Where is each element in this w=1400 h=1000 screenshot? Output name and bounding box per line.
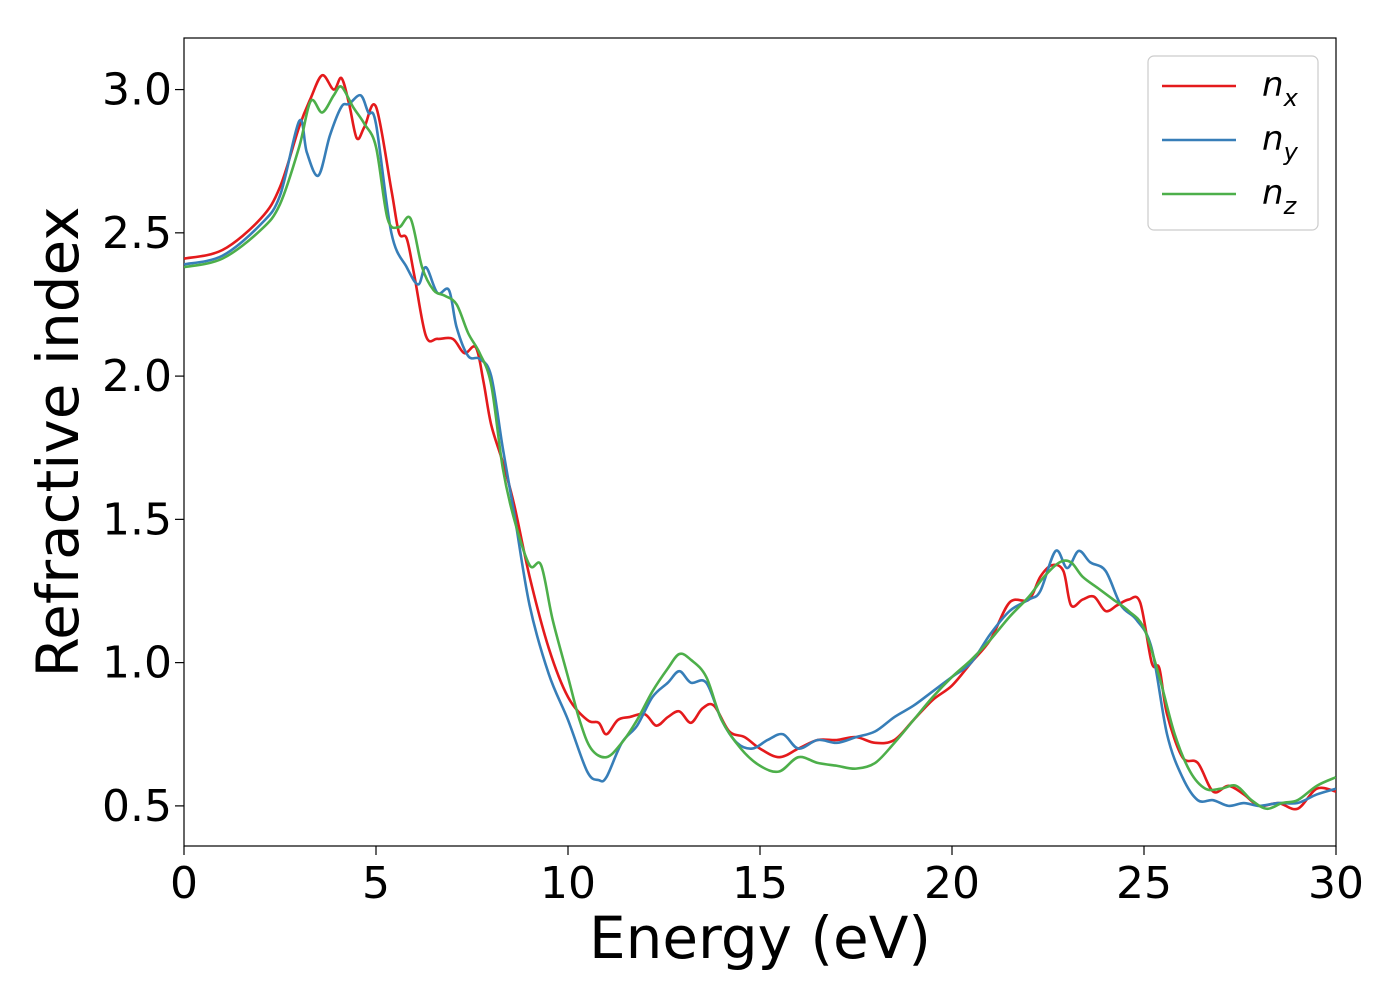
- x-tick-label: 15: [732, 858, 788, 909]
- x-tick-label: 25: [1116, 858, 1172, 909]
- y-tick-label: 1.5: [102, 494, 172, 545]
- y-tick-label: 1.0: [102, 638, 172, 689]
- legend-label-nx: nx: [1262, 65, 1299, 112]
- y-tick-label: 2.5: [102, 208, 172, 259]
- y-tick-label: 0.5: [102, 781, 172, 832]
- x-axis-ticks: 0 5 10 15 20 25 30: [170, 846, 1364, 909]
- legend: nx ny nz: [1147, 55, 1319, 231]
- series-line-nz: [184, 85, 1336, 811]
- x-tick-label: 10: [540, 858, 596, 909]
- x-tick-label: 5: [362, 858, 390, 909]
- y-axis-ticks: 0.5 1.0 1.5 2.0 2.5 3.0: [102, 65, 184, 832]
- legend-label-nz: nz: [1262, 173, 1298, 220]
- y-tick-label: 3.0: [102, 65, 172, 116]
- series-layer: [184, 73, 1336, 811]
- legend-frame: [1147, 55, 1319, 231]
- y-axis-title: Refractive index: [24, 206, 92, 677]
- x-tick-label: 30: [1308, 858, 1364, 909]
- plot-area: [183, 37, 1337, 847]
- series-line-nx: [184, 73, 1336, 811]
- x-axis-title: Energy (eV): [589, 904, 931, 972]
- x-tick-label: 0: [170, 858, 198, 909]
- legend-label-ny: ny: [1262, 119, 1299, 166]
- x-tick-label: 20: [924, 858, 980, 909]
- y-tick-label: 2.0: [102, 351, 172, 402]
